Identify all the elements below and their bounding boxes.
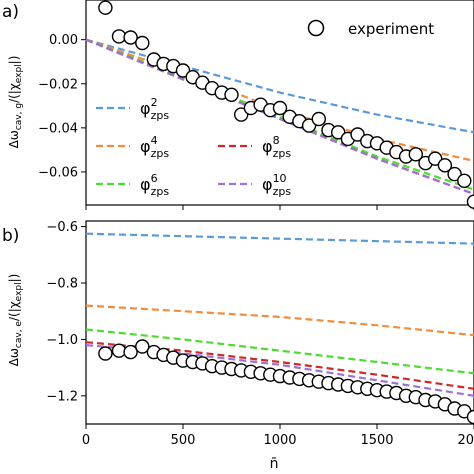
ytick-label: −0.04 xyxy=(38,121,78,136)
panel-a: a) Δωcav, g/(|χexpl|) 0.00 −0.02 −0.04 −0.0… xyxy=(2,0,474,210)
experiment-point xyxy=(447,166,462,182)
series-line-4 xyxy=(85,38,474,196)
ytick-label: −0.6 xyxy=(46,220,78,235)
experiment-point xyxy=(123,344,138,360)
svg-text:Δωcav, e/(|χexpl|): Δωcav, e/(|χexpl|) xyxy=(7,274,24,367)
panel-a-yticks: 0.00 −0.02 −0.04 −0.06 xyxy=(38,33,474,210)
experiment-point xyxy=(301,118,317,133)
panel-b-xticks: 0 500 1000 1500 2000 xyxy=(82,424,474,448)
ytick-label: −0.02 xyxy=(38,77,78,92)
experiment-point xyxy=(311,111,326,127)
experiment-point xyxy=(233,107,249,122)
experiment-point xyxy=(123,30,138,45)
legend-label-4: φ4 zps xyxy=(140,134,169,160)
series-line-0 xyxy=(85,232,474,245)
series-line-1 xyxy=(85,304,474,337)
experiment-point xyxy=(437,158,453,173)
legend-label-8: φ8 zps xyxy=(262,134,291,160)
panel-b: b) Δωcav, e/(|χexpl|) −0.6 −0.8 −1.0 −1.2 0… xyxy=(2,220,474,472)
experiment-point xyxy=(135,35,150,51)
legend-experiment-marker xyxy=(307,19,325,37)
experiment-point xyxy=(428,151,443,166)
experiment-point xyxy=(224,87,239,103)
experiment-point xyxy=(98,346,113,361)
series-line-4 xyxy=(85,344,474,397)
xtick-label: 1500 xyxy=(360,433,393,448)
ytick-label: −1.0 xyxy=(46,333,78,348)
panel-a-label: a) xyxy=(2,2,19,22)
xtick-label: 500 xyxy=(171,433,196,448)
panel-a-ylabel: Δωcav, g/(|χexpl|) xyxy=(7,56,24,149)
ytick-label: −0.06 xyxy=(38,165,78,180)
experiment-point xyxy=(272,100,288,116)
ytick-label: 0.00 xyxy=(49,33,78,48)
series-line-2 xyxy=(85,328,474,375)
experiment-point xyxy=(175,63,191,78)
ytick-label: −1.2 xyxy=(46,389,78,404)
legend-label-6: φ6 zps xyxy=(140,172,169,198)
series-line-3 xyxy=(85,341,474,390)
panel-b-yticks: −0.6 −0.8 −1.0 −1.2 xyxy=(46,220,86,404)
panel-b-label: b) xyxy=(2,226,19,246)
legend-experiment: experiment xyxy=(307,19,434,38)
xtick-label: 0 xyxy=(82,433,90,448)
panel-b-ylabel: Δωcav, e/(|χexpl|) xyxy=(7,274,24,367)
experiment-point xyxy=(98,0,113,15)
xtick-label: 2000 xyxy=(457,433,474,448)
legend-label-2: φ2 zps xyxy=(140,96,169,122)
panel-b-experiment-points xyxy=(98,339,474,425)
experiment-point xyxy=(135,339,150,354)
experiment-point xyxy=(466,194,474,209)
ytick-label: −0.8 xyxy=(46,277,78,292)
experiment-point xyxy=(331,125,346,140)
x-axis-label: n̄ xyxy=(270,456,279,472)
experiment-point xyxy=(408,147,423,162)
legend-experiment-label: experiment xyxy=(348,20,434,38)
panel-b-series xyxy=(85,232,474,397)
experiment-point xyxy=(350,127,365,142)
panel-a-experiment-points xyxy=(98,0,474,209)
experiment-point xyxy=(466,409,474,425)
svg-text:Δωcav, g/(|χexpl|): Δωcav, g/(|χexpl|) xyxy=(7,56,24,149)
experiment-point xyxy=(457,173,472,189)
legend-phi: φ2 zps φ4 zps φ6 zps φ8 zps φ10 zps xyxy=(96,96,291,198)
legend-label-10: φ10 zps xyxy=(262,172,291,198)
xtick-label: 1000 xyxy=(263,433,296,448)
